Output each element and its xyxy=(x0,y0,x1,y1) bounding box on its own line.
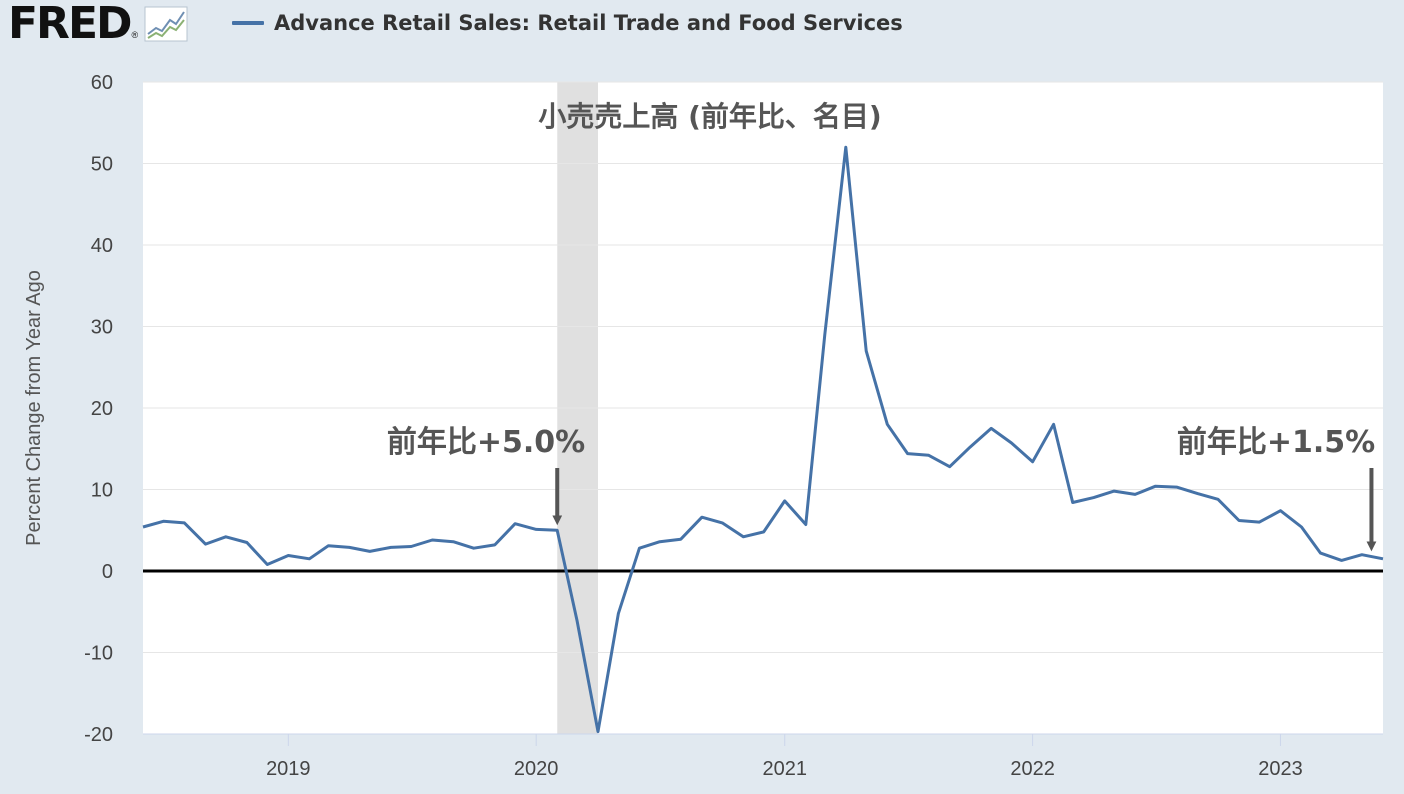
data-point xyxy=(699,514,705,520)
y-tick-label: 50 xyxy=(91,154,113,176)
data-point xyxy=(1195,491,1201,497)
data-point xyxy=(1299,524,1305,530)
data-point xyxy=(450,539,456,545)
y-tick-label: 10 xyxy=(91,480,113,502)
data-point xyxy=(926,452,932,458)
y-tick-label: 0 xyxy=(102,561,113,583)
legend: Advance Retail Sales: Retail Trade and F… xyxy=(232,8,903,38)
y-tick-label: -10 xyxy=(84,643,113,665)
data-point xyxy=(181,520,187,526)
data-point xyxy=(1339,557,1345,563)
data-point xyxy=(244,539,250,545)
data-point xyxy=(636,545,642,551)
data-point xyxy=(803,522,809,528)
data-point xyxy=(285,553,291,559)
data-point xyxy=(140,524,146,530)
data-point xyxy=(202,541,208,547)
y-tick-label: 40 xyxy=(91,235,113,257)
data-point xyxy=(822,332,828,338)
data-point xyxy=(1111,488,1117,494)
data-point xyxy=(1091,495,1097,501)
data-point xyxy=(1009,440,1015,446)
fred-chart-icon xyxy=(144,6,188,42)
data-point xyxy=(574,617,580,623)
y-axis-label: Percent Change from Year Ago xyxy=(23,270,45,546)
fred-logo[interactable]: FRED ® xyxy=(8,2,188,46)
data-point xyxy=(843,144,849,150)
data-point xyxy=(471,545,477,551)
x-tick-label: 2022 xyxy=(1010,758,1055,780)
data-point xyxy=(223,534,229,540)
data-point xyxy=(1174,484,1180,490)
x-tick-label: 2021 xyxy=(762,758,807,780)
data-point xyxy=(429,537,435,543)
data-point xyxy=(1359,552,1365,558)
data-point xyxy=(1051,421,1057,427)
y-tick-label: 30 xyxy=(91,317,113,339)
data-point xyxy=(1030,459,1036,465)
data-point xyxy=(325,543,331,549)
left-callout: 前年比+5.0% xyxy=(387,425,585,460)
data-point xyxy=(1070,500,1076,506)
data-point xyxy=(884,421,890,427)
data-point xyxy=(782,498,788,504)
x-tick-label: 2019 xyxy=(266,758,311,780)
data-point xyxy=(947,464,953,470)
data-point xyxy=(719,520,725,526)
registered-mark: ® xyxy=(131,30,139,40)
legend-swatch xyxy=(232,21,264,25)
legend-label: Advance Retail Sales: Retail Trade and F… xyxy=(274,11,903,35)
data-point xyxy=(678,536,684,542)
data-point xyxy=(554,527,560,533)
data-point xyxy=(657,539,663,545)
data-point xyxy=(1318,550,1324,556)
data-point xyxy=(512,521,518,527)
data-point xyxy=(533,526,539,532)
header: FRED ® Advance Retail Sales: Retail Trad… xyxy=(0,0,1404,50)
y-tick-label: 60 xyxy=(91,72,113,94)
data-point xyxy=(492,542,498,548)
data-point xyxy=(264,561,270,567)
data-point xyxy=(988,425,994,431)
data-point xyxy=(595,729,601,735)
data-point xyxy=(346,544,352,550)
data-point xyxy=(1132,491,1138,497)
fred-logo-text: FRED xyxy=(8,0,133,49)
data-point xyxy=(160,518,166,524)
data-point xyxy=(408,544,414,550)
data-point xyxy=(1256,519,1262,525)
data-point xyxy=(1277,508,1283,514)
y-tick-label: -20 xyxy=(84,724,113,746)
data-point xyxy=(1236,517,1242,523)
data-point xyxy=(967,444,973,450)
chart-annotation-title: 小売売上高 (前年比、名目) xyxy=(538,100,881,133)
data-point xyxy=(306,556,312,562)
x-tick-label: 2023 xyxy=(1258,758,1303,780)
data-point xyxy=(1380,556,1386,562)
data-point xyxy=(1215,496,1221,502)
y-tick-label: 20 xyxy=(91,398,113,420)
y-axis-ticks: -20 -10 0 10 20 30 40 50 60 xyxy=(84,72,113,746)
data-point xyxy=(1153,483,1159,489)
data-point xyxy=(740,534,746,540)
data-point xyxy=(905,451,911,457)
data-point xyxy=(761,529,767,535)
data-point xyxy=(367,548,373,554)
x-axis-ticks: 2019 2020 2021 2022 2023 xyxy=(143,733,1383,780)
data-point xyxy=(388,544,394,550)
right-callout: 前年比+1.5% xyxy=(1177,425,1375,460)
data-point xyxy=(863,348,869,354)
series-line[interactable] xyxy=(142,145,1384,734)
x-tick-label: 2020 xyxy=(514,758,559,780)
data-point xyxy=(615,610,621,616)
